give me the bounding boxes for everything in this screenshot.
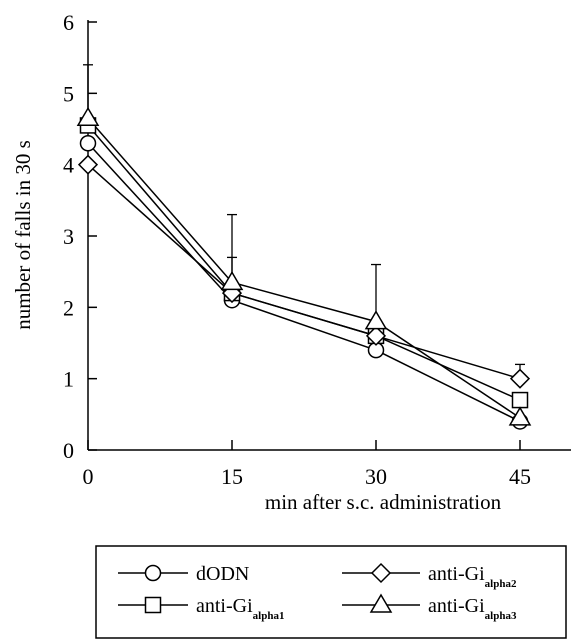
data-point-triangle bbox=[76, 106, 100, 127]
data-point-circle bbox=[79, 135, 97, 152]
legend-box bbox=[95, 545, 567, 639]
data-point-square bbox=[511, 391, 529, 409]
y-tick-label: 5 bbox=[63, 81, 74, 106]
data-point-diamond bbox=[365, 325, 387, 346]
y-axis-title: number of falls in 30 s bbox=[11, 140, 35, 330]
legend-marker-circle bbox=[144, 564, 162, 582]
x-axis-title: min after s.c. administration bbox=[265, 490, 502, 514]
data-point-diamond bbox=[77, 154, 99, 175]
y-tick-label: 4 bbox=[63, 153, 74, 178]
y-ticks: 0 1 2 3 4 5 6 bbox=[63, 10, 97, 463]
y-tick-label: 6 bbox=[63, 10, 74, 35]
x-tick-label: 15 bbox=[221, 464, 243, 489]
series-line-triangle bbox=[87, 117, 521, 419]
legend-label: anti-Gialpha3 bbox=[428, 595, 517, 622]
series-line-diamond bbox=[87, 164, 521, 380]
data-point-triangle bbox=[220, 270, 244, 291]
series-line-circle bbox=[87, 142, 521, 423]
legend-label: anti-Gialpha2 bbox=[428, 563, 517, 590]
data-point-triangle bbox=[364, 310, 388, 330]
x-tick-label: 45 bbox=[509, 464, 531, 489]
markers bbox=[76, 106, 532, 430]
axes bbox=[87, 20, 571, 451]
series-lines bbox=[87, 117, 521, 423]
data-point-triangle bbox=[508, 406, 532, 426]
y-tick-label: 0 bbox=[63, 438, 74, 463]
y-tick-label: 1 bbox=[63, 367, 74, 392]
legend-marker-square bbox=[144, 596, 162, 614]
x-ticks: 0 15 30 45 bbox=[83, 440, 531, 489]
x-tick-label: 30 bbox=[365, 464, 387, 489]
legend: dODN anti-Gialpha2 anti-Gialpha1 anti-Gialp… bbox=[95, 545, 567, 639]
y-tick-label: 3 bbox=[63, 224, 74, 249]
legend-label: dODN bbox=[196, 563, 249, 585]
x-tick-label: 0 bbox=[83, 464, 94, 489]
error-bars bbox=[83, 64, 525, 379]
y-tick-label: 2 bbox=[63, 295, 74, 320]
data-point-diamond bbox=[509, 368, 531, 389]
legend-marker-diamond bbox=[370, 562, 392, 584]
legend-label: anti-Gialpha1 bbox=[196, 595, 284, 622]
legend-marker-triangle bbox=[369, 593, 393, 613]
